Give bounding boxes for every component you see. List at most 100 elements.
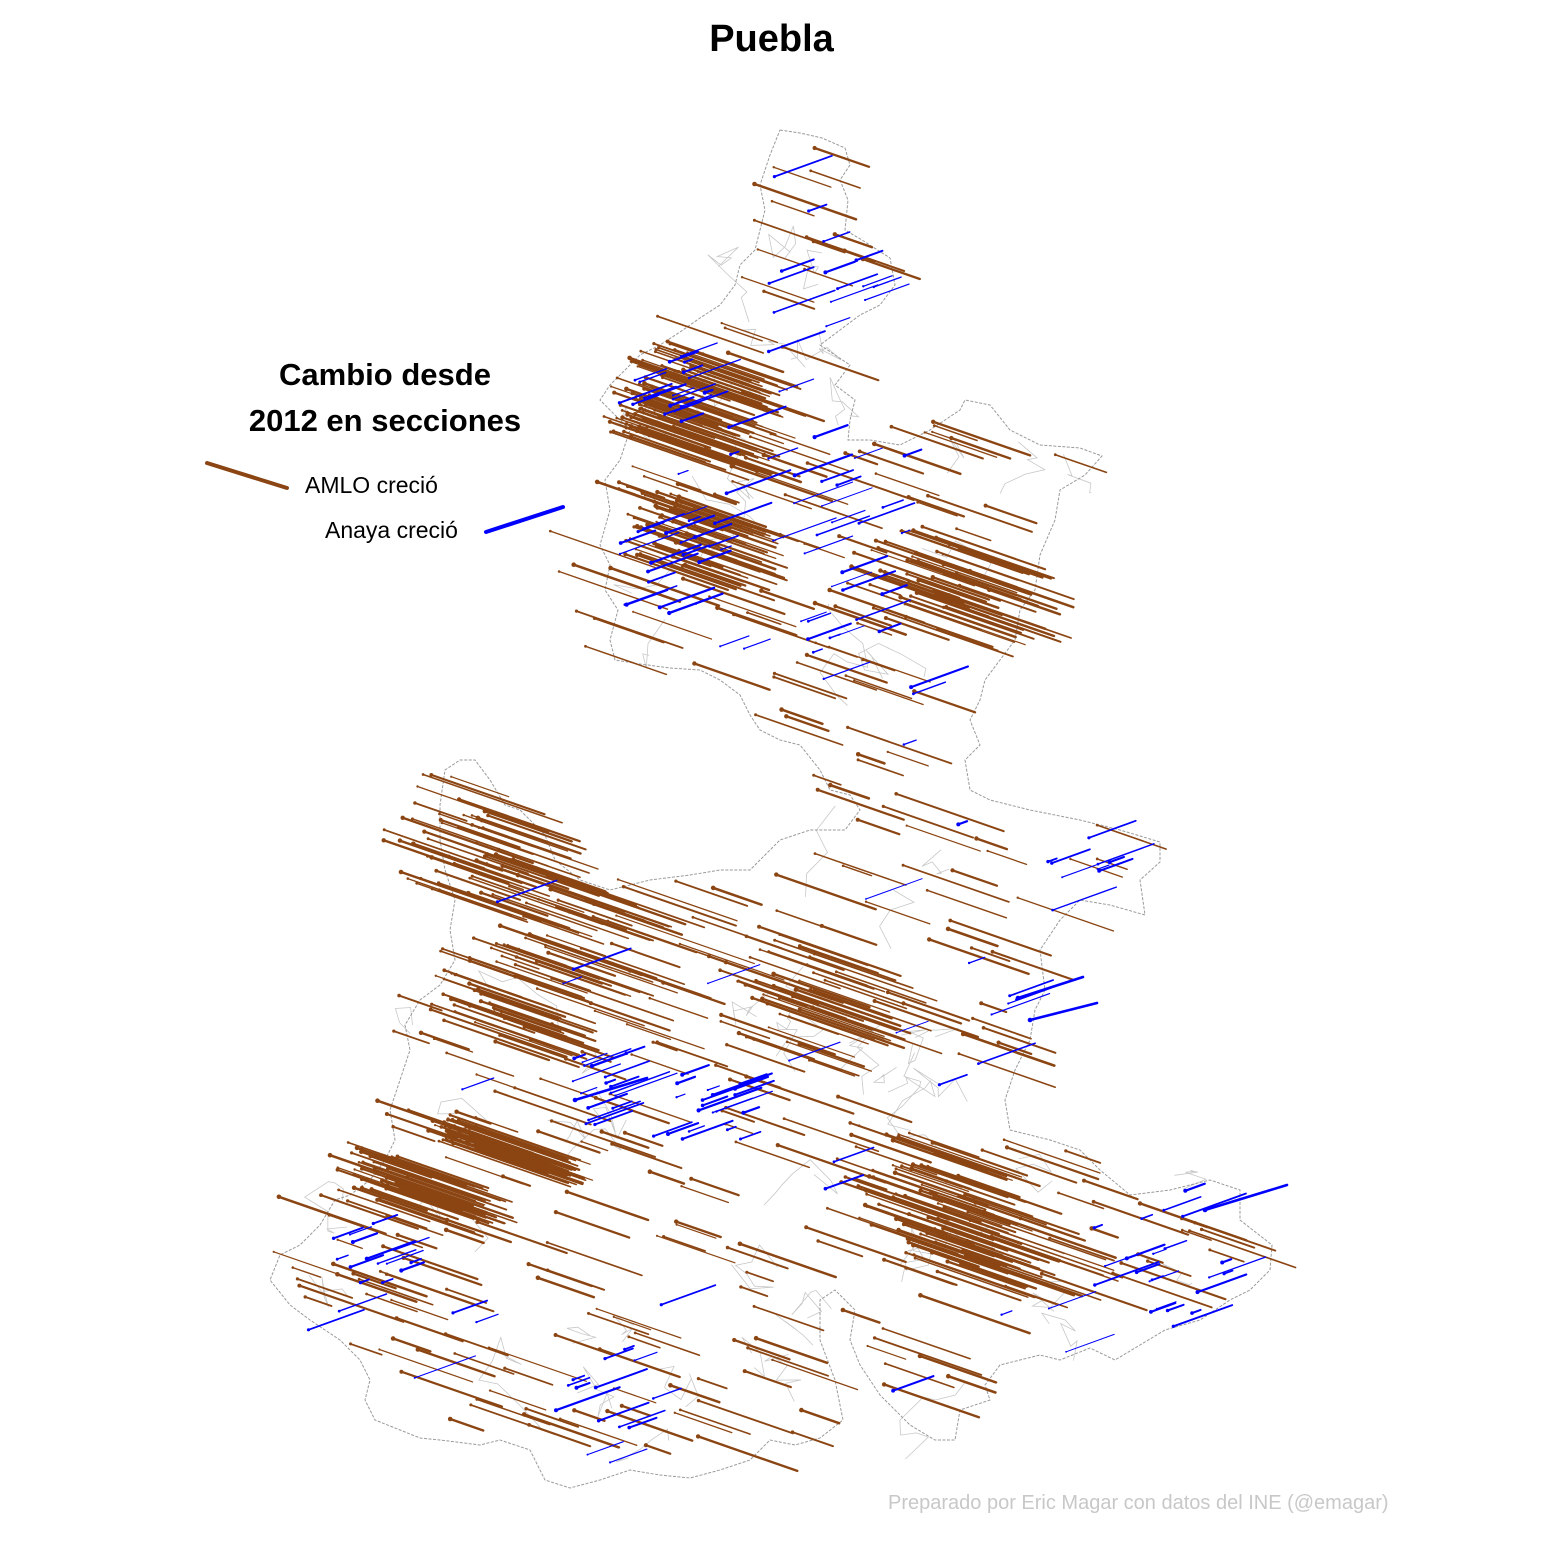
amlo-arrow (905, 1251, 1036, 1299)
amlo-arrow-head (911, 555, 914, 558)
amlo-arrow (613, 1316, 652, 1331)
amlo-arrow (611, 1143, 683, 1170)
amlo-arrow (811, 1006, 906, 1041)
municipal-boundary (776, 1008, 798, 1072)
amlo-arrow-head (632, 525, 636, 529)
amlo-arrow (426, 855, 524, 891)
amlo-arrow-head (771, 1358, 774, 1362)
amlo-arrow (525, 1407, 580, 1428)
amlo-arrow (858, 1124, 1002, 1176)
municipal-boundary (899, 1382, 965, 1460)
amlo-arrow-head (475, 1073, 478, 1076)
amlo-arrow-head (932, 424, 936, 427)
amlo-arrow (958, 584, 1037, 613)
anaya-arrow (772, 517, 837, 542)
anaya-arrow (830, 284, 879, 303)
anaya-arrow-head (647, 395, 652, 400)
amlo-arrow-head (497, 923, 503, 928)
amlo-arrow (476, 1398, 551, 1426)
amlo-arrow (946, 1260, 1026, 1290)
anaya-arrow-head (633, 378, 637, 382)
amlo-arrow-head (374, 1165, 377, 1168)
amlo-arrow-head (426, 854, 429, 858)
amlo-arrow-head (928, 1191, 934, 1196)
anaya-arrow (680, 394, 713, 408)
amlo-arrow-head (750, 995, 755, 1001)
anaya-arrow (1097, 843, 1155, 865)
anaya-arrow-head (1171, 1324, 1176, 1329)
amlo-arrow-head (557, 570, 561, 573)
amlo-arrow-head (702, 369, 705, 372)
anaya-arrow-head (668, 403, 673, 408)
amlo-arrow (858, 1217, 979, 1260)
amlo-arrow-head (502, 943, 506, 946)
amlo-arrow-head (607, 419, 613, 424)
anaya-arrow (1181, 1192, 1247, 1218)
amlo-arrow (972, 1220, 1115, 1271)
amlo-arrow (692, 916, 783, 950)
amlo-arrow-head (479, 991, 483, 996)
amlo-arrow-head (669, 492, 673, 496)
anaya-arrow (824, 260, 857, 274)
amlo-arrow-head (390, 1336, 396, 1341)
amlo-arrow-head (572, 1408, 577, 1413)
amlo-arrow (1064, 1150, 1102, 1164)
anaya-arrow (698, 549, 732, 564)
amlo-arrow (971, 1017, 1032, 1040)
amlo-arrow-head (611, 429, 616, 433)
anaya-arrow-head (779, 269, 784, 273)
anaya-arrow (892, 1375, 935, 1392)
anaya-arrow (562, 976, 583, 985)
anaya-arrow (619, 531, 680, 555)
amlo-arrow-head (957, 1230, 962, 1235)
amlo-arrow-head (771, 983, 776, 988)
anaya-arrow-head (862, 285, 865, 288)
anaya-arrow-head (778, 390, 781, 393)
amlo-arrow-head (447, 1416, 453, 1422)
anaya-arrow (618, 382, 673, 404)
amlo-arrow (626, 413, 746, 457)
amlo-arrow (337, 1189, 431, 1223)
municipal-boundary (791, 1289, 832, 1319)
amlo-arrow-head (625, 412, 630, 417)
amlo-arrow (613, 1387, 657, 1404)
amlo-arrow-head (843, 1175, 848, 1179)
amlo-arrow-head (272, 1250, 275, 1253)
anaya-arrow-head (990, 1013, 993, 1016)
amlo-arrow-head (441, 992, 446, 996)
amlo-arrow-head (946, 1373, 951, 1379)
amlo-arrow (557, 899, 633, 927)
amlo-arrow-head (303, 1295, 307, 1299)
amlo-arrow (853, 679, 924, 706)
amlo-arrow-head (799, 1407, 804, 1413)
amlo-arrow (489, 1389, 547, 1411)
amlo-arrow (655, 348, 763, 388)
anaya-arrow-head (638, 380, 642, 384)
amlo-arrow-head (546, 950, 551, 955)
anaya-arrow (1196, 1273, 1248, 1294)
amlo-arrow (939, 1219, 1040, 1256)
amlo-arrow-head (891, 1164, 895, 1167)
amlo-arrow-head (990, 949, 995, 954)
amlo-arrow-head (394, 1316, 399, 1321)
amlo-arrow (608, 420, 736, 467)
anaya-arrow-head (679, 541, 683, 544)
anaya-arrow (642, 512, 685, 530)
anaya-arrow-head (1046, 859, 1050, 864)
amlo-arrow (697, 1399, 794, 1435)
amlo-arrow (902, 1223, 1014, 1263)
amlo-arrow-head (335, 1167, 340, 1172)
amlo-arrow-head (634, 524, 640, 529)
anaya-arrow (688, 1125, 705, 1133)
anaya-arrow (625, 1045, 646, 1055)
amlo-arrow (483, 810, 573, 843)
amlo-arrow-head (986, 849, 989, 853)
amlo-arrow (806, 963, 868, 987)
anaya-arrow-head (1208, 1276, 1211, 1279)
amlo-arrow (454, 1010, 580, 1056)
amlo-arrow (487, 814, 587, 851)
amlo-arrow-head (612, 1315, 615, 1318)
amlo-arrow (392, 1168, 486, 1202)
amlo-arrow-head (616, 878, 620, 881)
